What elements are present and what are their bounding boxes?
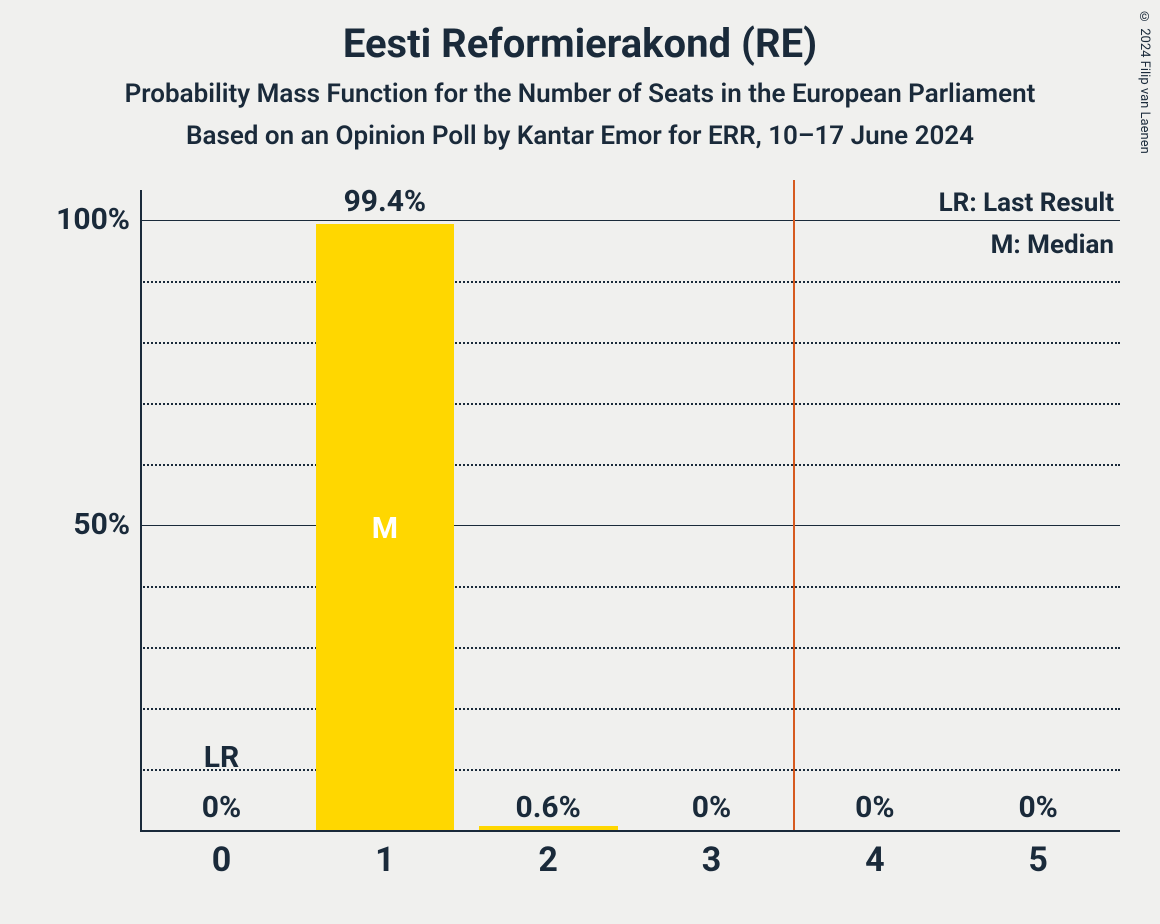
x-tick-label: 5 bbox=[957, 840, 1120, 880]
plot-area: LR: Last Result M: Median bbox=[140, 220, 1120, 830]
gridline-minor bbox=[140, 281, 1120, 283]
y-tick-label: 100% bbox=[40, 202, 130, 237]
chart-subtitle-1: Probability Mass Function for the Number… bbox=[0, 67, 1160, 109]
x-axis-line bbox=[140, 830, 1120, 832]
x-tick-label: 4 bbox=[793, 840, 956, 880]
bar-value-label: 0.6% bbox=[467, 790, 630, 825]
last-result-marker: LR bbox=[140, 740, 303, 775]
x-tick-label: 2 bbox=[467, 840, 630, 880]
gridline-major bbox=[140, 525, 1120, 526]
legend-m: M: Median bbox=[991, 230, 1114, 260]
gridline-minor bbox=[140, 342, 1120, 344]
x-tick-label: 1 bbox=[303, 840, 466, 880]
last-result-line bbox=[793, 180, 795, 830]
gridline-minor bbox=[140, 647, 1120, 649]
gridline-minor bbox=[140, 403, 1120, 405]
bar-value-label: 0% bbox=[957, 790, 1120, 825]
bar-value-label: 0% bbox=[630, 790, 793, 825]
median-marker: M bbox=[303, 511, 466, 546]
gridline-major bbox=[140, 220, 1120, 221]
chart-subtitle-2: Based on an Opinion Poll by Kantar Emor … bbox=[0, 109, 1160, 151]
x-tick-label: 3 bbox=[630, 840, 793, 880]
bar-value-label: 0% bbox=[793, 790, 956, 825]
y-tick-label: 50% bbox=[40, 507, 130, 542]
gridline-minor bbox=[140, 708, 1120, 710]
y-axis-line bbox=[140, 190, 142, 830]
chart-container: 50%100% LR: Last Result M: Median 012345… bbox=[40, 190, 1130, 890]
legend-lr: LR: Last Result bbox=[939, 188, 1114, 218]
bar bbox=[479, 826, 618, 830]
chart-title: Eesti Reformierakond (RE) bbox=[0, 0, 1160, 67]
bar-value-label: 99.4% bbox=[303, 184, 466, 219]
bar-value-label: 0% bbox=[140, 790, 303, 825]
x-tick-label: 0 bbox=[140, 840, 303, 880]
gridline-minor bbox=[140, 586, 1120, 588]
copyright-text: © 2024 Filip van Laenen bbox=[1137, 10, 1152, 154]
gridline-minor bbox=[140, 464, 1120, 466]
